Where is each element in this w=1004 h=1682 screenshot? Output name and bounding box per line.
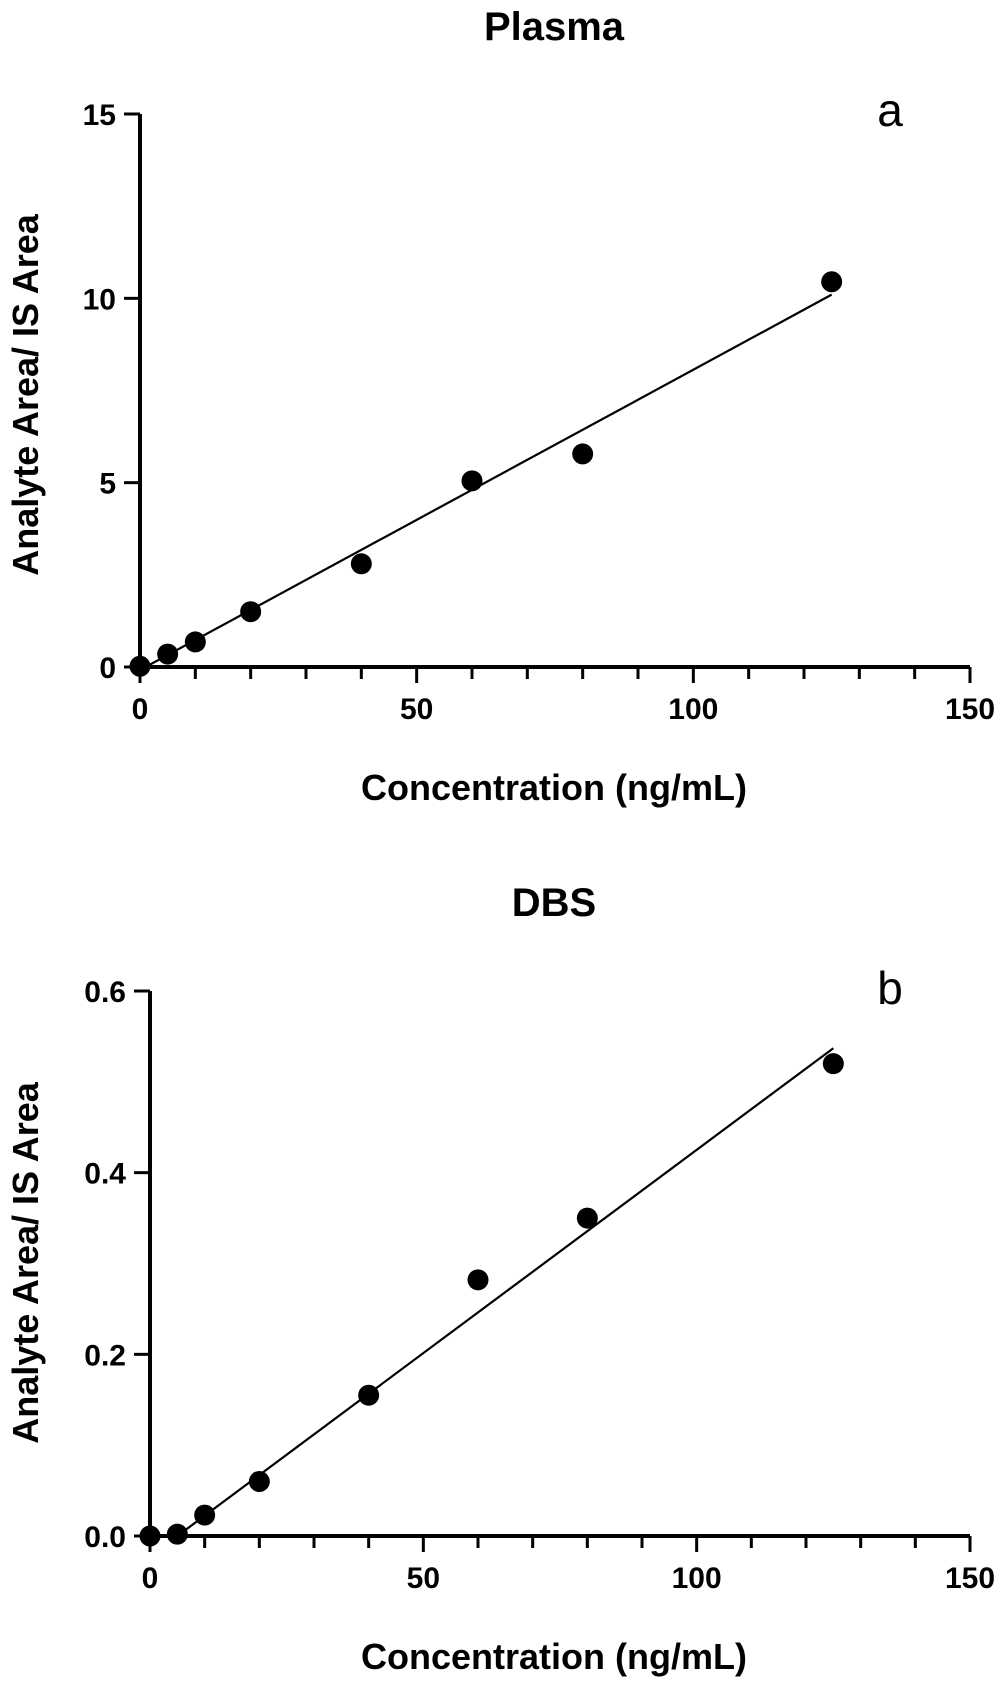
y-tick-label: 15 <box>83 99 116 132</box>
data-point <box>248 1471 270 1492</box>
y-tick-label: 0 <box>99 652 116 685</box>
data-point <box>194 1504 216 1526</box>
y-axis-label: Analyte Area/ IS Area <box>5 213 46 575</box>
y-tick-label: 5 <box>99 468 116 501</box>
y-tick-label: 0.4 <box>84 1158 126 1191</box>
chart-title: DBS <box>512 881 596 925</box>
x-tick-label: 0 <box>142 1562 159 1595</box>
chart-title: Plasma <box>484 5 625 49</box>
x-tick-label: 100 <box>672 1562 722 1595</box>
data-point <box>240 601 262 623</box>
data-point <box>467 1269 489 1291</box>
axis-ticks: 0 50 100 150 0 5 10 15 <box>83 99 995 726</box>
y-tick-label: 0.6 <box>84 976 126 1009</box>
y-axis-label: Analyte Area/ IS Area <box>5 1081 46 1443</box>
x-tick-label: 0 <box>132 693 149 726</box>
axis-ticks: 0 50 100 150 0.0 0.2 0.4 0.6 <box>84 976 995 1595</box>
data-point <box>822 1053 844 1075</box>
x-tick-label: 150 <box>945 1562 995 1595</box>
x-tick-label: 150 <box>945 693 995 726</box>
data-point <box>157 643 179 665</box>
x-tick-label: 50 <box>407 1562 440 1595</box>
y-tick-label: 0.2 <box>84 1339 126 1372</box>
plasma-chart-panel: Plasma a Concentration (ng/mL) Analyte A… <box>5 5 995 808</box>
panel-label: a <box>877 84 903 136</box>
x-axis-label: Concentration (ng/mL) <box>361 767 747 808</box>
regression-line <box>145 293 833 668</box>
y-tick-label: 0.0 <box>84 1521 126 1554</box>
data-point <box>572 443 594 465</box>
y-tick-label: 10 <box>83 283 116 316</box>
x-axis-label: Concentration (ng/mL) <box>361 1636 747 1677</box>
data-point <box>139 1525 161 1547</box>
data-point <box>821 271 843 293</box>
dbs-chart-panel: DBS b Concentration (ng/mL) Analyte Area… <box>5 881 995 1677</box>
regression-line <box>176 1047 834 1537</box>
data-point <box>166 1523 188 1545</box>
data-marks <box>139 1047 844 1547</box>
x-tick-label: 100 <box>668 693 718 726</box>
data-point <box>350 553 372 575</box>
data-point <box>461 470 483 492</box>
data-point <box>358 1384 380 1406</box>
data-point <box>184 631 206 653</box>
data-point <box>129 655 151 677</box>
data-point <box>576 1207 598 1229</box>
data-marks <box>129 271 843 677</box>
x-tick-label: 50 <box>400 693 433 726</box>
panel-label: b <box>877 962 903 1014</box>
